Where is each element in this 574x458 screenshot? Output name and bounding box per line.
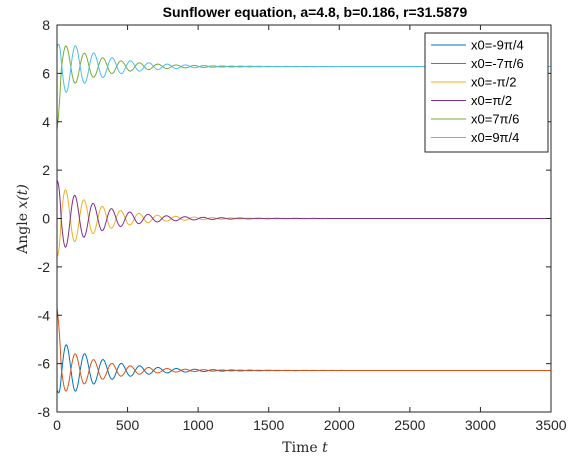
legend-entry: x0=-9π/4 xyxy=(471,38,524,53)
x-tick-label: 2000 xyxy=(324,417,355,433)
legend: x0=-9π/4 x0=-7π/6 x0=-π/2 x0=π/2 x0=7π/6 x0=9… xyxy=(424,32,549,153)
x-tick-label: 1000 xyxy=(183,417,214,433)
x-tick-label: 0 xyxy=(53,417,61,433)
series-line-2 xyxy=(57,307,551,392)
x-tick-label: 3000 xyxy=(465,417,496,433)
legend-entry: x0=π/2 xyxy=(471,93,512,108)
y-tick-label: 4 xyxy=(42,114,50,130)
y-tick-label: 6 xyxy=(42,65,50,81)
y-tick-label: -4 xyxy=(38,307,51,323)
legend-entry: x0=-7π/6 xyxy=(471,56,524,71)
y-tick-label: -8 xyxy=(38,404,51,420)
y-tick-label: -2 xyxy=(38,259,51,275)
legend-box xyxy=(424,32,549,153)
x-tick-label: 3500 xyxy=(535,417,566,433)
x-tick-label: 1500 xyxy=(253,417,284,433)
y-tick-label: 2 xyxy=(42,162,50,178)
series-line-4 xyxy=(57,180,551,248)
y-axis-label: Angle x(t) xyxy=(15,184,31,255)
y-tick-label: -6 xyxy=(38,356,51,372)
x-axis-label: Time t xyxy=(282,440,328,456)
y-tick-label: 0 xyxy=(42,211,50,227)
legend-entry: x0=7π/6 xyxy=(471,112,519,127)
y-tick-label: 8 xyxy=(42,17,50,33)
x-tick-label: 2500 xyxy=(394,417,425,433)
x-tick-label: 500 xyxy=(116,417,140,433)
legend-entry: x0=-π/2 xyxy=(471,75,516,90)
legend-entry: x0=9π/4 xyxy=(471,130,519,145)
chart-title: Sunflower equation, a=4.8, b=0.186, r=31… xyxy=(163,4,468,20)
axes: 0 500 1000 1500 2000 2500 3000 3500 -8 -6 -4 -2 0 2 4 6… xyxy=(38,17,567,433)
